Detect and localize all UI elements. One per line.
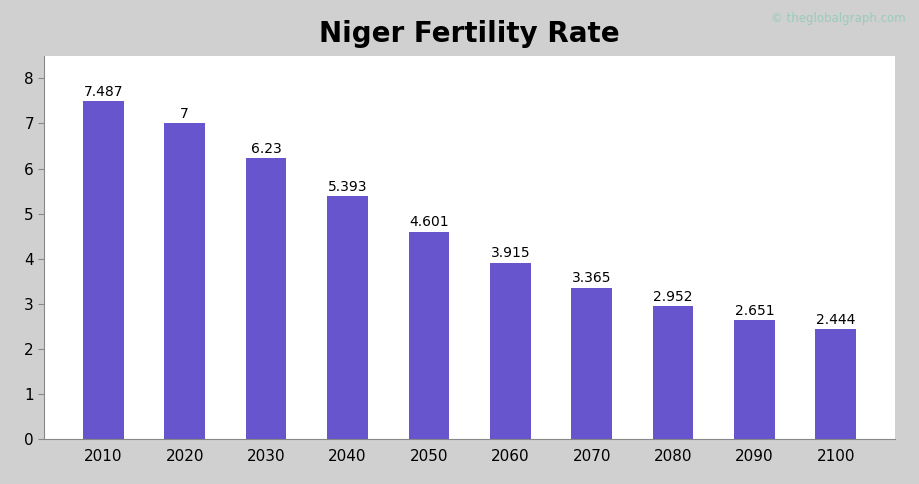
Bar xyxy=(165,123,205,439)
Bar xyxy=(490,263,530,439)
Bar xyxy=(734,320,775,439)
Text: 7.487: 7.487 xyxy=(84,85,123,99)
Bar xyxy=(83,102,124,439)
Text: 5.393: 5.393 xyxy=(328,180,368,194)
Text: 2.444: 2.444 xyxy=(816,313,856,327)
Text: 7: 7 xyxy=(180,107,189,121)
Text: 3.365: 3.365 xyxy=(572,271,611,285)
Text: 2.651: 2.651 xyxy=(734,303,774,318)
Text: 6.23: 6.23 xyxy=(251,142,281,156)
Bar xyxy=(652,306,694,439)
Bar xyxy=(327,196,368,439)
Text: 2.952: 2.952 xyxy=(653,290,693,304)
Bar xyxy=(409,232,449,439)
Bar xyxy=(572,287,612,439)
Bar xyxy=(815,329,857,439)
Text: © theglobalgraph.com: © theglobalgraph.com xyxy=(771,12,905,25)
Text: 3.915: 3.915 xyxy=(491,246,530,260)
Title: Niger Fertility Rate: Niger Fertility Rate xyxy=(319,20,620,48)
Bar xyxy=(245,158,287,439)
Text: 4.601: 4.601 xyxy=(409,215,448,229)
